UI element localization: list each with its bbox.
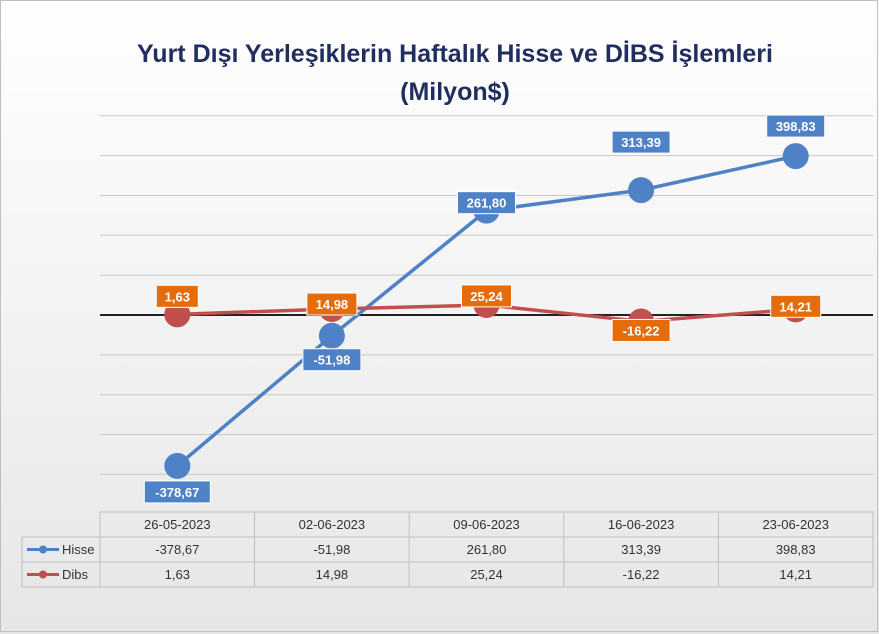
legend-label-hisse: Hisse: [62, 542, 95, 557]
table-cell: 14,21: [779, 567, 812, 582]
table-cell: -51,98: [313, 542, 350, 557]
data-point-hisse: [628, 177, 655, 204]
data-label-hisse: 398,83: [766, 114, 826, 138]
data-label-text: -51,98: [313, 353, 350, 368]
category-label: 23-06-2023: [762, 517, 829, 532]
table-cell: 25,24: [470, 567, 503, 582]
data-label-box: [770, 294, 822, 318]
category-label: 02-06-2023: [299, 517, 366, 532]
data-label-box: [155, 284, 199, 308]
data-label-hisse: -51,98: [302, 348, 362, 372]
data-label-box: [302, 348, 362, 372]
table-cell: -378,67: [155, 542, 199, 557]
legend-marker-hisse: [39, 545, 47, 554]
data-label-text: 25,24: [470, 289, 503, 304]
table-cell: 14,98: [316, 567, 349, 582]
chart-title-line1: Yurt Dışı Yerleşiklerin Haftalık Hisse v…: [137, 40, 773, 68]
data-label-box: [143, 480, 211, 504]
data-point-hisse: [318, 322, 345, 349]
data-label-text: 261,80: [467, 196, 507, 211]
data-label-dibs: 25,24: [461, 284, 512, 308]
data-label-box: [611, 318, 671, 342]
data-label-text: -16,22: [623, 323, 660, 338]
chart-title-line2: (Milyon$): [400, 78, 510, 106]
data-point-hisse: [782, 143, 809, 170]
table-cell: 313,39: [621, 542, 661, 557]
data-label-dibs: 14,21: [770, 294, 822, 318]
table-cell: 398,83: [776, 542, 816, 557]
data-label-box: [611, 130, 671, 154]
legend-label-dibs: Dibs: [62, 567, 89, 582]
table-cell: 1,63: [165, 567, 190, 582]
data-label-box: [457, 191, 516, 215]
data-point-hisse: [164, 452, 191, 479]
legend-marker-dibs: [39, 570, 47, 579]
data-label-hisse: 313,39: [611, 130, 671, 154]
data-label-text: 398,83: [776, 119, 816, 134]
data-table: 26-05-2023 02-06-2023 09-06-2023 16-06-2023…: [21, 511, 874, 588]
category-label: 09-06-2023: [453, 517, 520, 532]
data-label-dibs: 14,98: [306, 292, 358, 316]
data-label-dibs: 1,63: [155, 284, 199, 308]
data-label-text: 313,39: [621, 135, 661, 150]
category-label: 16-06-2023: [608, 517, 675, 532]
data-label-text: 1,63: [165, 289, 190, 304]
table-cell: -16,22: [623, 567, 660, 582]
grid-lines: [100, 115, 873, 475]
data-label-text: 14,21: [779, 299, 812, 314]
data-labels: -378,67 -51,98 261,80 313,39 398,83 1,63 14,98…: [143, 114, 826, 504]
data-label-box: [306, 292, 358, 316]
data-label-text: 14,98: [316, 297, 349, 312]
data-label-dibs: -16,22: [611, 318, 671, 342]
data-label-box: [461, 284, 512, 308]
data-label-box: [766, 114, 826, 138]
table-cell: 261,80: [467, 542, 507, 557]
category-label: 26-05-2023: [144, 517, 211, 532]
data-label-hisse: 261,80: [457, 191, 516, 215]
data-label-text: -378,67: [155, 485, 199, 500]
data-label-hisse: -378,67: [143, 480, 211, 504]
